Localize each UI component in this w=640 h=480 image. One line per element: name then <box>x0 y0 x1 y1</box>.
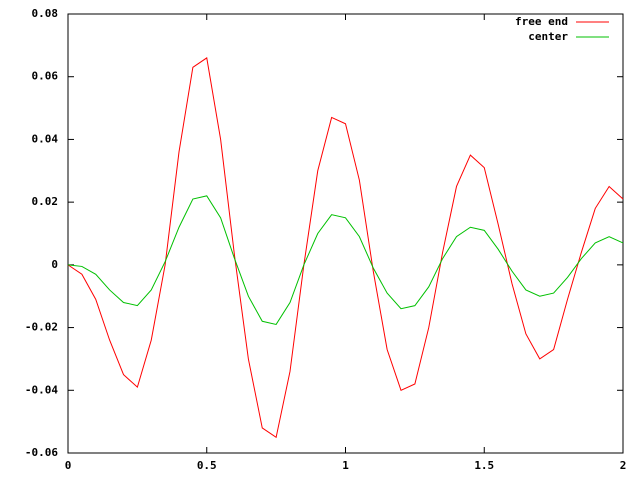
y-tick-label: 0 <box>51 258 58 271</box>
y-tick-label: 0.02 <box>32 195 59 208</box>
x-tick-label: 0 <box>65 459 72 472</box>
x-tick-label: 2 <box>620 459 627 472</box>
y-tick-label: -0.02 <box>25 321 58 334</box>
y-tick-label: 0.08 <box>32 7 59 20</box>
legend-label: center <box>528 30 568 43</box>
x-tick-label: 0.5 <box>197 459 217 472</box>
y-tick-label: 0.04 <box>32 132 59 145</box>
series-line <box>67 57 624 439</box>
x-tick-label: 1.5 <box>474 459 494 472</box>
series-line <box>67 195 624 326</box>
x-tick-label: 1 <box>342 459 349 472</box>
y-tick-label: -0.06 <box>25 446 58 459</box>
y-tick-label: 0.06 <box>32 70 59 83</box>
legend-label: free end <box>515 15 568 28</box>
y-tick-label: -0.04 <box>25 383 58 396</box>
plot-frame <box>67 13 624 454</box>
